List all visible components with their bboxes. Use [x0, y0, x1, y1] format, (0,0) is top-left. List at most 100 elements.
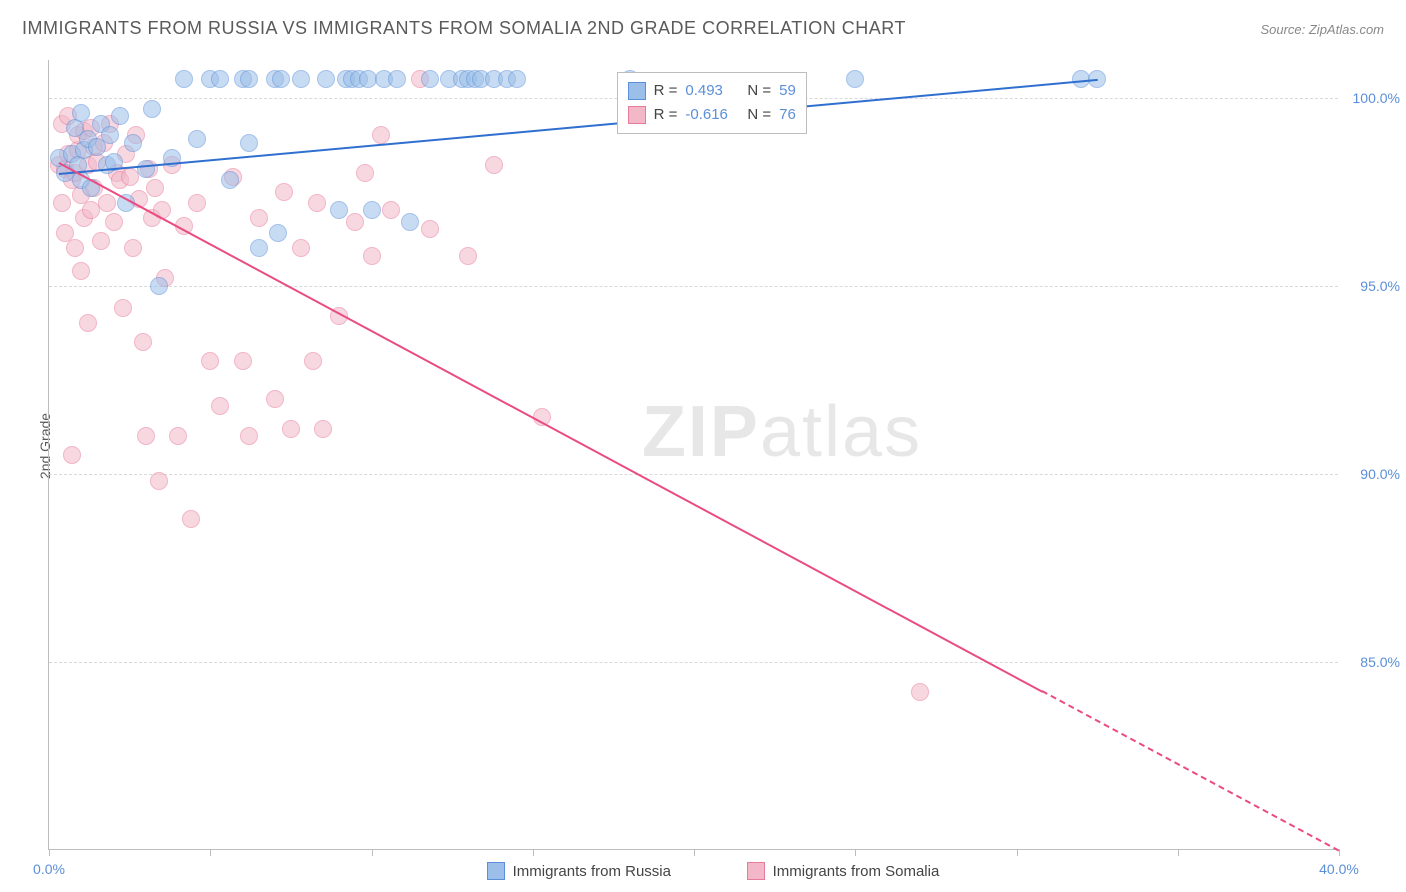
gridline: [49, 474, 1338, 475]
data-point: [137, 427, 155, 445]
data-point: [308, 194, 326, 212]
legend-swatch: [487, 862, 505, 880]
data-point: [363, 247, 381, 265]
data-point: [250, 239, 268, 257]
data-point: [382, 201, 400, 219]
n-label: N =: [747, 82, 771, 99]
data-point: [485, 156, 503, 174]
data-point: [105, 213, 123, 231]
legend-swatch: [747, 862, 765, 880]
x-tick: [1178, 849, 1179, 856]
x-tick: [210, 849, 211, 856]
regression-line: [58, 162, 1043, 693]
data-point: [266, 390, 284, 408]
data-point: [124, 239, 142, 257]
data-point: [421, 220, 439, 238]
x-tick-label: 0.0%: [33, 861, 65, 877]
data-point: [372, 126, 390, 144]
x-tick: [49, 849, 50, 856]
data-point: [63, 446, 81, 464]
data-point: [292, 239, 310, 257]
data-point: [314, 420, 332, 438]
data-point: [143, 100, 161, 118]
legend-swatch: [628, 106, 646, 124]
x-tick-label: 40.0%: [1319, 861, 1359, 877]
regression-line: [59, 79, 1098, 175]
x-tick: [1339, 849, 1340, 856]
data-point: [150, 277, 168, 295]
data-point: [269, 224, 287, 242]
data-point: [275, 183, 293, 201]
data-point: [211, 397, 229, 415]
stats-legend: R =0.493N =59R =-0.616N =76: [617, 72, 807, 134]
gridline: [49, 286, 1338, 287]
y-tick-label: 85.0%: [1348, 654, 1400, 670]
plot-area: ZIPatlas 85.0%90.0%95.0%100.0%0.0%40.0%R…: [48, 60, 1338, 850]
data-point: [250, 209, 268, 227]
x-tick: [855, 849, 856, 856]
y-tick-label: 90.0%: [1348, 466, 1400, 482]
series-legend-label: Immigrants from Somalia: [773, 863, 940, 880]
data-point: [146, 179, 164, 197]
series-legend-item: Immigrants from Somalia: [747, 862, 940, 880]
data-point: [459, 247, 477, 265]
data-point: [421, 70, 439, 88]
data-point: [304, 352, 322, 370]
data-point: [292, 70, 310, 88]
data-point: [272, 70, 290, 88]
watermark-bold: ZIP: [642, 392, 760, 472]
source-label: Source: ZipAtlas.com: [1260, 22, 1384, 37]
data-point: [66, 239, 84, 257]
data-point: [92, 232, 110, 250]
data-point: [101, 126, 119, 144]
data-point: [188, 130, 206, 148]
data-point: [72, 262, 90, 280]
data-point: [150, 472, 168, 490]
data-point: [201, 352, 219, 370]
data-point: [317, 70, 335, 88]
stats-legend-row: R =0.493N =59: [628, 79, 796, 103]
data-point: [330, 201, 348, 219]
data-point: [356, 164, 374, 182]
stats-legend-row: R = -0.616 N = 76: [628, 103, 796, 127]
data-point: [240, 70, 258, 88]
n-value: 76: [779, 106, 796, 123]
n-label: N =: [747, 106, 771, 123]
data-point: [137, 160, 155, 178]
data-point: [182, 510, 200, 528]
data-point: [169, 427, 187, 445]
data-point: [363, 201, 381, 219]
data-point: [188, 194, 206, 212]
data-point: [72, 104, 90, 122]
data-point: [111, 107, 129, 125]
chart-container: IMMIGRANTS FROM RUSSIA VS IMMIGRANTS FRO…: [0, 0, 1406, 892]
data-point: [53, 194, 71, 212]
r-value: -0.616: [685, 106, 739, 123]
r-label: R =: [654, 106, 678, 123]
gridline: [49, 662, 1338, 663]
data-point: [282, 420, 300, 438]
data-point: [124, 134, 142, 152]
data-point: [240, 427, 258, 445]
r-label: R =: [654, 82, 678, 99]
data-point: [98, 194, 116, 212]
data-point: [175, 70, 193, 88]
legend-swatch: [628, 82, 646, 100]
data-point: [240, 134, 258, 152]
data-point: [388, 70, 406, 88]
y-tick-label: 100.0%: [1348, 90, 1400, 106]
data-point: [401, 213, 419, 231]
x-tick: [1017, 849, 1018, 856]
data-point: [846, 70, 864, 88]
data-point: [221, 171, 239, 189]
chart-title: IMMIGRANTS FROM RUSSIA VS IMMIGRANTS FRO…: [22, 18, 906, 39]
r-value: 0.493: [685, 82, 739, 99]
data-point: [134, 333, 152, 351]
x-tick: [533, 849, 534, 856]
watermark-light: atlas: [760, 392, 922, 472]
data-point: [79, 314, 97, 332]
x-tick: [694, 849, 695, 856]
series-legend-label: Immigrants from Russia: [513, 863, 671, 880]
y-tick-label: 95.0%: [1348, 278, 1400, 294]
data-point: [211, 70, 229, 88]
